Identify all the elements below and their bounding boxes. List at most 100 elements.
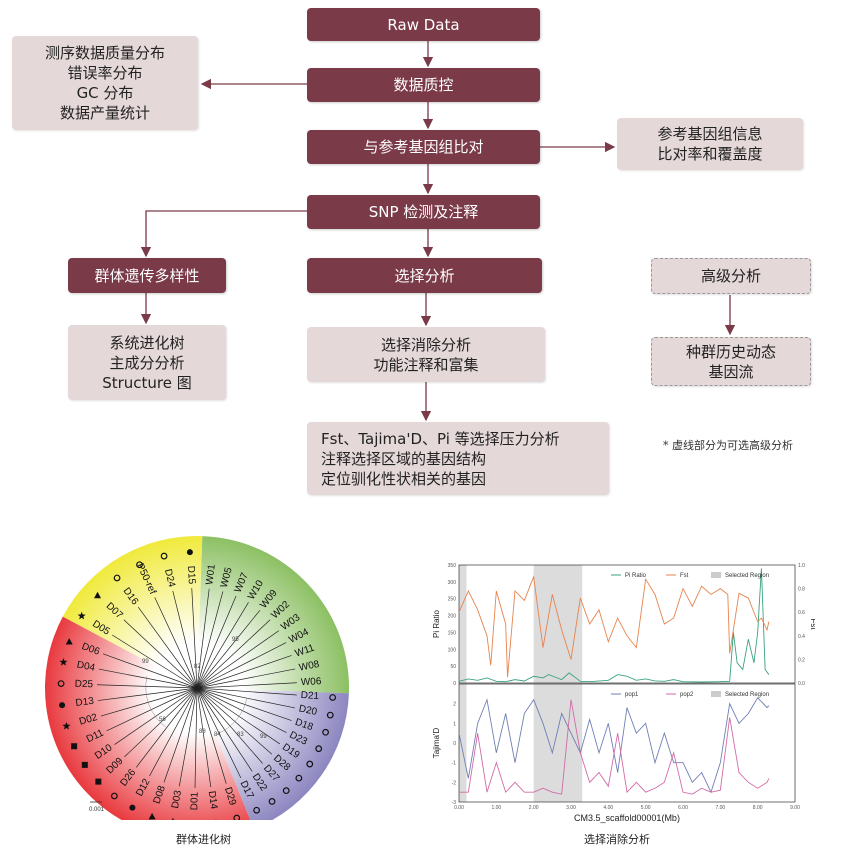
- marker-square-icon: [95, 778, 102, 785]
- tree-branch: [98, 668, 198, 689]
- y2-tick-label: 0.8: [798, 587, 805, 593]
- selection-details: Fst、Tajima'D、Pi 等选择压力分析 注释选择区域的基因结构 定位驯化…: [307, 422, 609, 495]
- series-line-pop1: [458, 697, 770, 794]
- tree-leaf-label: D20: [298, 703, 319, 718]
- x-tick-label: 3.00: [566, 805, 576, 811]
- y2-axis-label: Fst: [809, 618, 815, 630]
- clade-sector-red: [45, 616, 251, 820]
- tree-branch: [172, 590, 198, 689]
- plot-frame: [458, 564, 796, 684]
- marker-open-circle-icon: [322, 728, 329, 736]
- qc-step: 数据质控: [307, 68, 540, 102]
- step-label: 高级分析: [700, 267, 761, 285]
- marker-open-circle-icon: [268, 798, 276, 805]
- series-line-pi-ratio: [458, 568, 770, 683]
- tree-branch: [196, 668, 296, 689]
- marker-filled-circle-icon: [59, 702, 66, 709]
- tree-branch: [196, 687, 273, 755]
- tree-branch: [106, 687, 198, 732]
- tree-branch: [196, 588, 210, 689]
- flow-arrows: [140, 41, 736, 422]
- tree-branch: [124, 687, 198, 758]
- advanced-outputs: 种群历史动态 基因流: [651, 337, 811, 386]
- plot-frame: [458, 683, 796, 803]
- y-axis-label: Pi Ratio: [432, 609, 441, 638]
- tree-branch: [196, 687, 263, 764]
- marker-open-circle-icon: [160, 552, 168, 560]
- tree-branch: [178, 687, 198, 787]
- y-tick-label: 2: [453, 702, 456, 708]
- tree-branch: [123, 619, 198, 689]
- step-label: 数据质控: [393, 76, 454, 94]
- marker-open-circle-icon: [110, 792, 118, 800]
- step-label: Raw Data: [387, 15, 460, 34]
- x-tick-label: 0.00: [454, 805, 464, 811]
- tree-branch: [194, 687, 198, 788]
- marker-star-icon: [171, 817, 174, 820]
- marker-filled-circle-icon: [129, 804, 136, 811]
- bootstrap-value: 88: [199, 729, 206, 735]
- tree-branch: [191, 588, 198, 689]
- legend-swatch: [711, 572, 721, 578]
- tree-branch: [154, 597, 198, 689]
- bootstrap-value: 99: [142, 659, 149, 665]
- tree-branch: [112, 634, 198, 689]
- tree-branch: [97, 687, 198, 701]
- qc-outputs: 测序数据质量分布 错误率分布 GC 分布 数据产量统计: [12, 36, 198, 130]
- output-line: 定位驯化性状相关的基因: [321, 469, 487, 488]
- legend-label: Fst: [680, 573, 689, 579]
- x-tick-label: 5.00: [641, 805, 651, 811]
- tree-branch: [196, 630, 280, 689]
- tree-leaf-label: D25: [75, 679, 94, 691]
- output-line: Structure 图: [102, 373, 192, 392]
- output-line: 比对率和覆盖度: [657, 145, 763, 163]
- output-line: 系统进化树: [109, 333, 185, 352]
- marker-open-circle-icon: [306, 760, 314, 768]
- bootstrap-value: 84: [214, 732, 221, 738]
- tree-branch: [102, 653, 198, 689]
- y-tick-label: 250: [448, 597, 457, 603]
- tree-branch: [196, 591, 224, 689]
- tree-leaf-label: D15: [185, 566, 197, 585]
- bootstrap-arc: [216, 697, 248, 735]
- y-tick-label: 350: [448, 563, 457, 569]
- diversity-outputs: 系统进化树 主成分分析 Structure 图: [68, 325, 226, 400]
- tree-branch: [196, 619, 271, 689]
- legend-label: pop1: [625, 692, 639, 698]
- selective-sweep-chart: 0 50 100 150 200 250 300 350 0.0 0.2 0.4 0.6 0.8 1.0 P…: [432, 563, 815, 823]
- y-tick-label: 300: [448, 580, 457, 586]
- legend-label: Selected Region: [725, 692, 769, 698]
- marker-square-icon: [81, 761, 88, 768]
- tree-branch: [137, 606, 198, 689]
- tree-caption: 群体进化树: [176, 833, 231, 846]
- marker-open-circle-icon: [326, 711, 334, 719]
- x-tick-label: 6.00: [678, 805, 688, 811]
- tree-leaf-label: D02: [78, 712, 99, 728]
- marker-open-circle-icon: [282, 787, 290, 795]
- selected-region: [533, 565, 583, 683]
- y-tick-label: 100: [448, 647, 457, 653]
- alignment-step: 与参考基因组比对: [307, 130, 540, 164]
- tree-branch: [196, 682, 297, 689]
- tree-branch: [196, 687, 212, 788]
- step-label: SNP 检测及注释: [368, 203, 479, 221]
- clade-sector-purple: [205, 688, 349, 820]
- optional-note: * 虚线部分为可选高级分析: [663, 439, 793, 452]
- output-line: 主成分分析: [109, 353, 185, 372]
- x-tick-label: 1.00: [491, 805, 501, 811]
- output-line: 功能注释和富集: [373, 355, 479, 374]
- tree-branch: [196, 595, 237, 689]
- y-tick-label: -2: [452, 780, 457, 786]
- tree-branch: [100, 687, 198, 717]
- marker-open-circle-icon: [329, 694, 337, 701]
- raw-data-step: Raw Data: [307, 8, 540, 41]
- bootstrap-value: 56: [159, 717, 166, 723]
- bootstrap-arc: [145, 675, 168, 729]
- y-axis-label: Tajima'D: [432, 728, 441, 759]
- y-tick-label: 0: [453, 741, 456, 747]
- marker-open-circle-icon: [295, 774, 303, 782]
- clade-sector-yellow: [62, 536, 203, 678]
- tree-branch: [163, 687, 198, 783]
- marker-triangle-icon: [94, 591, 102, 599]
- tree-leaf-label: D29: [222, 786, 238, 807]
